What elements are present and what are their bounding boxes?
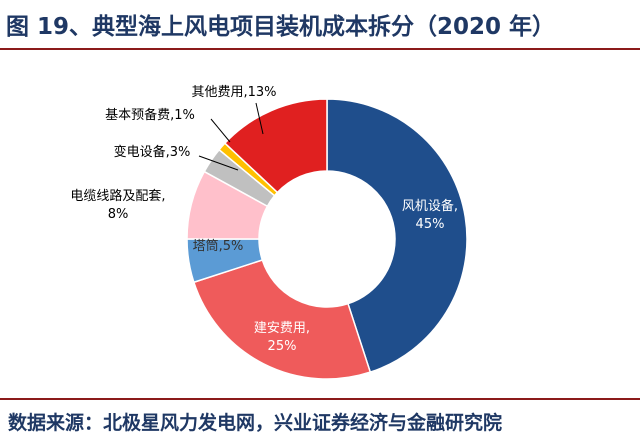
title-divider <box>0 48 640 50</box>
chart-area: 风机设备, 45% 建安费用, 25% 塔筒,5% 电缆线路及配套, 8% 变电设备,3% 基本… <box>0 52 640 392</box>
data-label-3: 塔筒,5% <box>193 238 244 254</box>
data-label-1: 风机设备, 45% <box>402 198 458 232</box>
chart-title: 图 19、典型海上风电项目装机成本拆分（2020 年） <box>6 14 556 40</box>
data-label-7: 其他费用,13% <box>191 85 276 100</box>
donut-slice-7 <box>223 98 328 194</box>
source-note: 数据来源：北极星风力发电网，兴业证券经济与金融研究院 <box>8 411 503 434</box>
leader-line-6 <box>210 118 231 143</box>
leader-line-5 <box>198 155 239 171</box>
donut-chart: 风机设备, 45% 建安费用, 25% 塔筒,5% 电缆线路及配套, 8% 变电设备,3% 基本… <box>70 85 468 380</box>
data-label-2: 建安费用, 25% <box>254 321 310 354</box>
data-label-4: 电缆线路及配套, 8% <box>70 188 165 222</box>
data-label-5: 变电设备,3% <box>114 144 191 160</box>
donut-slice-1 <box>326 98 468 374</box>
data-label-6: 基本预备费,1% <box>105 107 195 123</box>
source-divider <box>0 398 640 400</box>
leader-line-7 <box>255 102 264 135</box>
donut-slice-2 <box>192 259 372 380</box>
